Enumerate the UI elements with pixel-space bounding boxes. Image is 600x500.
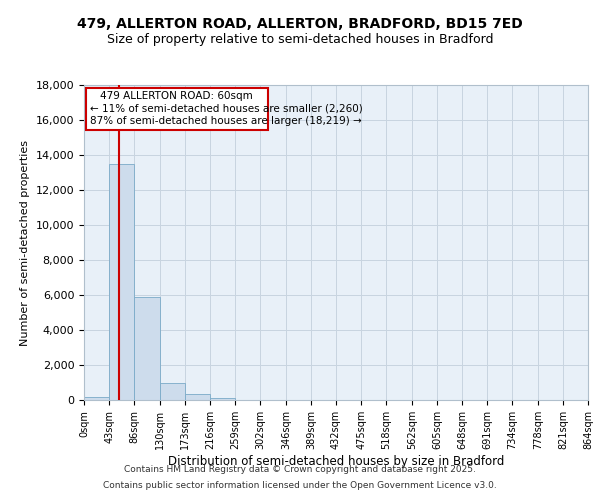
Text: 479, ALLERTON ROAD, ALLERTON, BRADFORD, BD15 7ED: 479, ALLERTON ROAD, ALLERTON, BRADFORD, … [77,18,523,32]
Text: 479 ALLERTON ROAD: 60sqm: 479 ALLERTON ROAD: 60sqm [100,91,253,101]
X-axis label: Distribution of semi-detached houses by size in Bradford: Distribution of semi-detached houses by … [168,454,504,468]
Text: ← 11% of semi-detached houses are smaller (2,260): ← 11% of semi-detached houses are smalle… [91,104,363,114]
Bar [84,396,109,400]
Bar [160,384,185,400]
Bar [210,398,235,400]
Polygon shape [86,88,268,130]
Text: Contains HM Land Registry data © Crown copyright and database right 2025.: Contains HM Land Registry data © Crown c… [124,466,476,474]
Bar [134,296,160,400]
Text: Contains public sector information licensed under the Open Government Licence v3: Contains public sector information licen… [103,480,497,490]
Y-axis label: Number of semi-detached properties: Number of semi-detached properties [20,140,30,346]
Text: 87% of semi-detached houses are larger (18,219) →: 87% of semi-detached houses are larger (… [91,116,362,126]
Bar [109,164,134,400]
Bar [185,394,210,400]
Text: Size of property relative to semi-detached houses in Bradford: Size of property relative to semi-detach… [107,32,493,46]
